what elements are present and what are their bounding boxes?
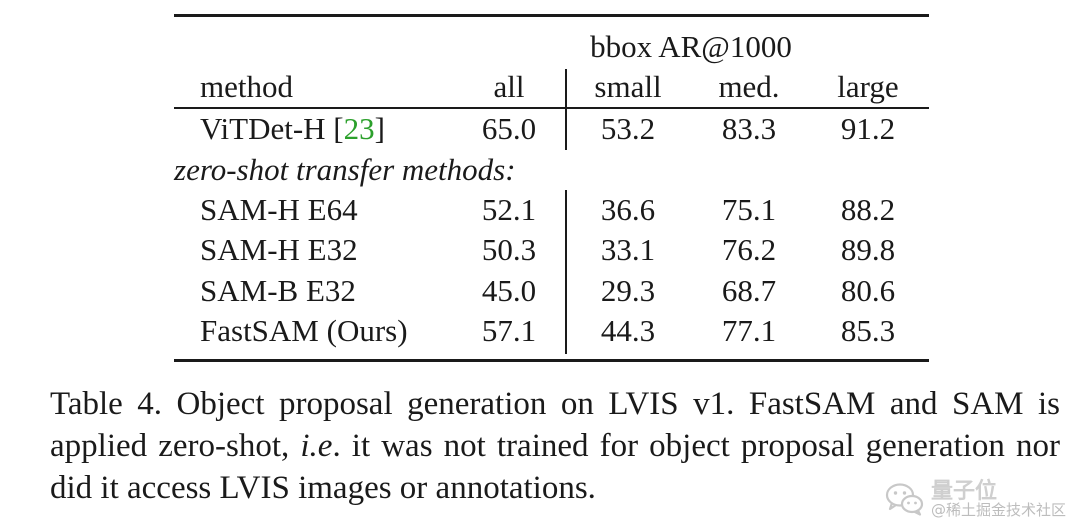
column-separator: [565, 190, 567, 354]
watermark-subtitle: @稀土掘金技术社区: [930, 500, 1066, 519]
table-cell: 33.1: [600, 232, 656, 267]
table-caption: Table 4. Object proposal generation on L…: [50, 383, 1060, 509]
watermark-title: 量子位: [930, 478, 997, 504]
table-row-method: SAM-H E64: [200, 192, 358, 227]
citation-link[interactable]: 23: [343, 111, 375, 146]
group-header: bbox AR@1000: [590, 29, 792, 64]
table-row-method: FastSAM (Ours): [200, 313, 408, 348]
table-cell: 44.3: [600, 313, 656, 348]
column-separator: [565, 109, 567, 150]
table-cell: 76.2: [721, 232, 777, 267]
table-row-method: ViTDet-H [23]: [200, 109, 385, 149]
table-bottom-rule: [174, 359, 929, 362]
caption-text: . it was not trained for object proposal…: [50, 428, 1060, 506]
watermark: 量子位 @稀土掘金技术社区: [885, 474, 1066, 524]
caption-italic: i.e: [300, 428, 333, 464]
citation-open: [: [333, 111, 344, 146]
table-cell: 65.0: [481, 111, 537, 146]
table-cell: 57.1: [481, 313, 537, 348]
column-header-method: method: [200, 69, 293, 104]
table-cell: 29.3: [600, 273, 656, 308]
table-cell: 89.8: [840, 232, 896, 267]
table-cell: 80.6: [840, 273, 896, 308]
table-cell: 85.3: [840, 313, 896, 348]
column-separator: [565, 69, 567, 109]
table-cell: 91.2: [840, 111, 896, 146]
column-header-large: large: [837, 69, 899, 104]
table-cell: 75.1: [721, 192, 777, 227]
table-cell: 52.1: [481, 192, 537, 227]
table-cell: 83.3: [721, 111, 777, 146]
table-subheader: zero-shot transfer methods:: [174, 152, 516, 187]
table-cell: 68.7: [721, 273, 777, 308]
table-header-rule: [174, 107, 929, 109]
watermark-text: 量子位 @稀土掘金技术社区: [930, 478, 1066, 519]
table-cell: 77.1: [721, 313, 777, 348]
table-cell: 45.0: [481, 273, 537, 308]
column-header-all: all: [493, 69, 525, 104]
citation-close: ]: [374, 111, 385, 146]
table-cell: 88.2: [840, 192, 896, 227]
table-top-rule: [174, 14, 929, 17]
table-cell: 50.3: [481, 232, 537, 267]
wechat-icon: [885, 483, 924, 516]
table-row-method: SAM-H E32: [200, 232, 358, 267]
table-row-method: SAM-B E32: [200, 273, 356, 308]
column-header-med: med.: [718, 69, 780, 104]
column-header-small: small: [594, 69, 662, 104]
table-cell: 36.6: [600, 192, 656, 227]
table-cell: 53.2: [600, 111, 656, 146]
method-name: ViTDet-H: [200, 111, 326, 146]
caption-text: Table 4. Object proposal generation on L…: [50, 386, 1060, 464]
